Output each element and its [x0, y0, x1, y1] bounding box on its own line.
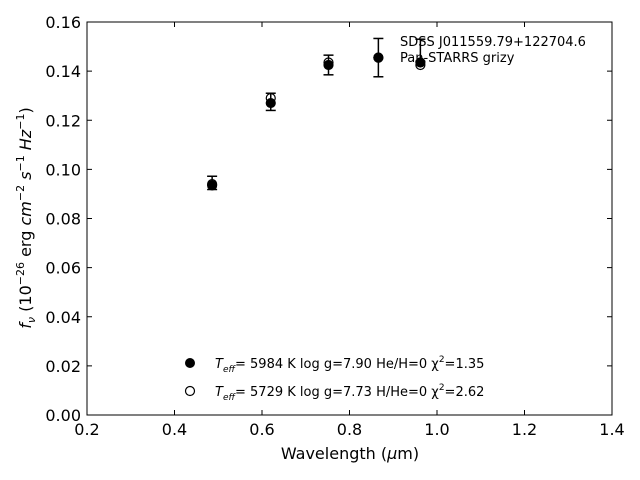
data-points [207, 52, 426, 191]
legend-marker-open [184, 385, 196, 397]
x-axis-label: Wavelength (μm) [281, 444, 419, 463]
model-point-open [373, 52, 384, 63]
x-tick-label: 0.8 [337, 420, 362, 439]
model-point-open [265, 93, 276, 104]
x-tick-label: 1.0 [424, 420, 449, 439]
y-tick-label: 0.08 [45, 210, 81, 229]
y-tick-label: 0.16 [45, 13, 81, 32]
model-point-filled [323, 59, 334, 71]
axis-ticks: 0.2 0.4 0.6 0.8 1.0 1.2 1.4 0.00 0.02 0.04 0.06 0.0… [45, 13, 624, 439]
x-tick-label: 1.4 [599, 420, 624, 439]
y-tick-label: 0.12 [45, 111, 81, 130]
x-tick-label: 1.2 [512, 420, 537, 439]
y-tick-label: 0.06 [45, 259, 81, 278]
model-point-open [207, 179, 218, 190]
legend-marker-filled [185, 358, 195, 368]
error-bars [207, 37, 426, 191]
y-tick-label: 0.10 [45, 160, 81, 179]
annotation-object-name: SDSS J011559.79+122704.6 [400, 35, 586, 50]
y-tick-label: 0.02 [45, 357, 81, 376]
plot-frame [86, 21, 613, 416]
x-tick-label: 0.2 [74, 420, 99, 439]
legend-entry-2: Teff= 5729 K log g=7.73 H/He=0 χ2=2.62 [215, 383, 484, 403]
annotation-survey: Pan-STARRS grizy [400, 51, 515, 66]
model-point-open [323, 57, 334, 68]
y-tick-label: 0.04 [45, 308, 81, 327]
y-axis-label: fν (10−26 erg cm−2 s−1 Hz−1) [14, 107, 38, 328]
model-point-open [415, 59, 426, 71]
x-tick-label: 0.6 [249, 420, 274, 439]
x-tick-label: 0.4 [162, 420, 187, 439]
model-point-filled [415, 57, 426, 68]
y-tick-label: 0.14 [45, 62, 81, 81]
legend-entry-1: Teff= 5984 K log g=7.90 He/H=0 χ2=1.35 [215, 355, 484, 375]
legend: Teff= 5984 K log g=7.90 He/H=0 χ2=1.35 T… [184, 355, 484, 403]
y-tick-label: 0.00 [45, 406, 81, 425]
